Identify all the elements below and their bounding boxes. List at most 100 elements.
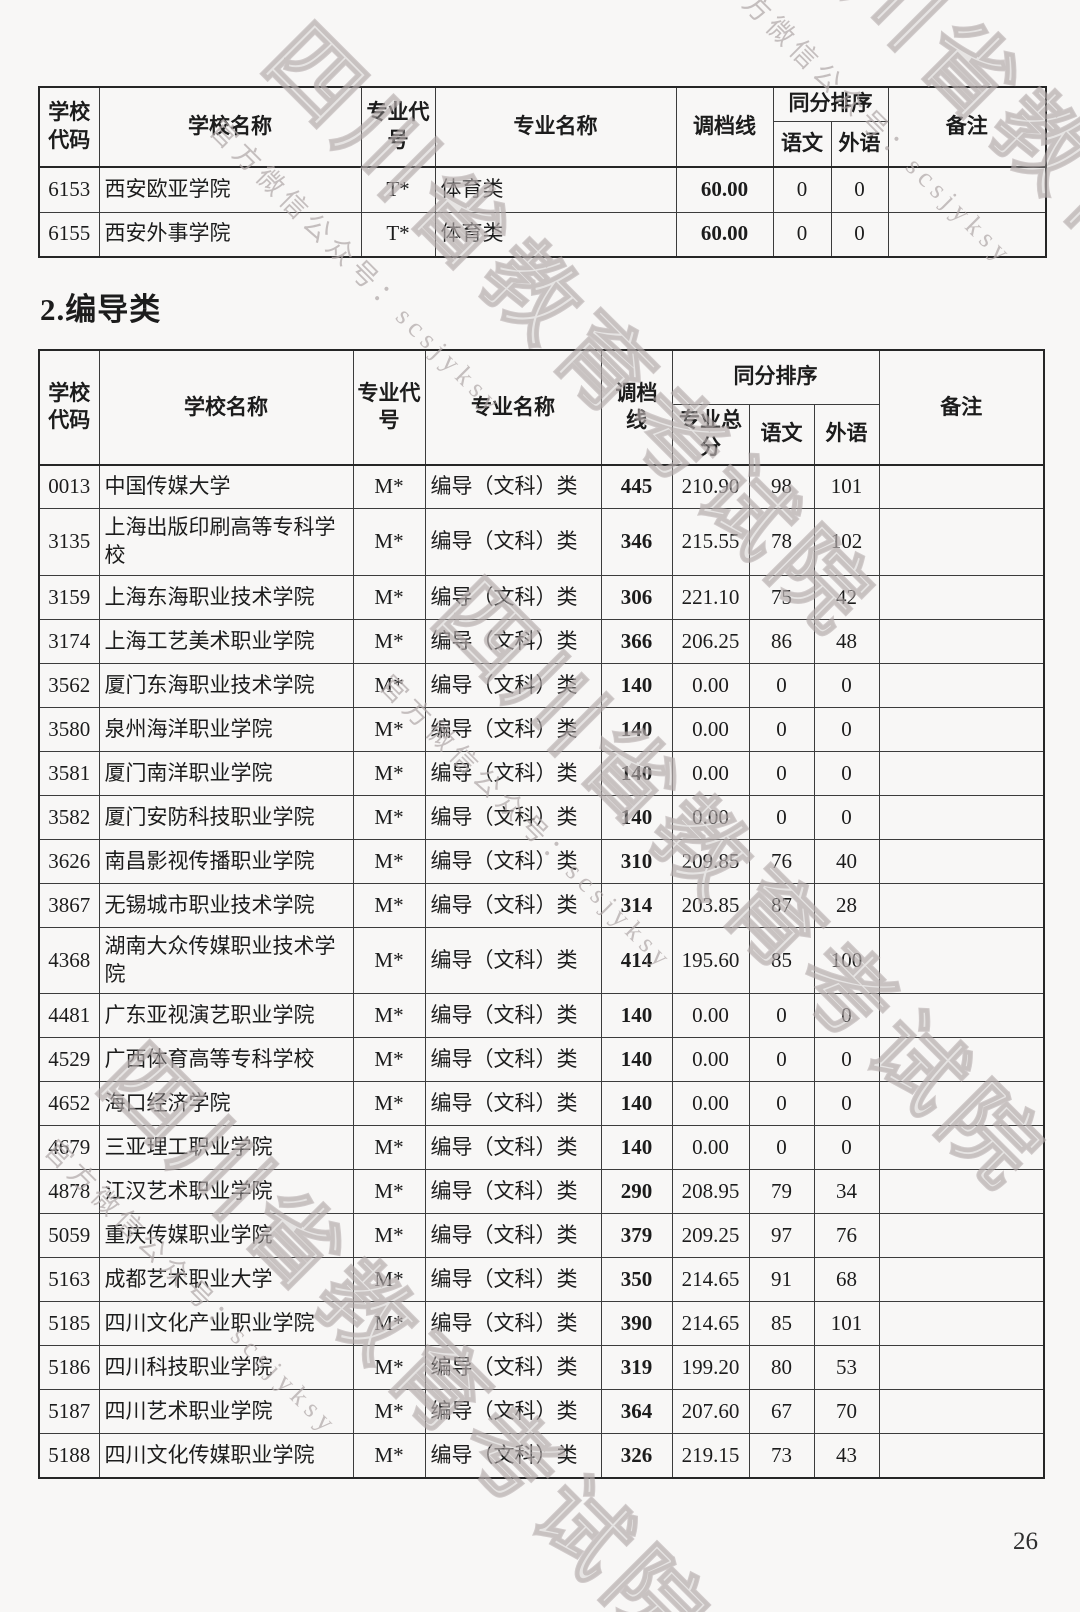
table-cell: 0.00 [671, 1125, 750, 1171]
table-cell: 78 [748, 508, 815, 576]
table-cell: 0.00 [671, 1081, 750, 1127]
table-cell [878, 618, 1045, 664]
table-cell: 0 [813, 1081, 880, 1127]
table-cell: 214.65 [671, 1257, 750, 1303]
table-cell: 6153 [38, 166, 100, 213]
table-cell: M* [352, 706, 426, 752]
table-cell: 445 [600, 464, 673, 510]
table-cell [878, 1169, 1045, 1215]
table-row: 4368 湖南大众传媒职业技术学院 M* 编导（文科）类 414 195.60 85 100 [38, 926, 1045, 995]
major-name-cell: 编导（文科）类 [424, 1125, 602, 1171]
table-cell: M* [352, 1081, 426, 1127]
table-cell: 53 [813, 1345, 880, 1391]
school-name-cell: 海口经济学院 [98, 1081, 354, 1127]
table-cell: 140 [600, 750, 673, 796]
table-cell: 3582 [38, 794, 100, 840]
table-cell [878, 706, 1045, 752]
major-name-cell: 编导（文科）类 [424, 838, 602, 884]
table-cell: 0 [830, 211, 889, 258]
table-row: 6155 西安外事学院 T* 体育类 60.00 0 0 [38, 211, 1047, 258]
table-cell: 5059 [38, 1213, 100, 1259]
table-cell: 379 [600, 1213, 673, 1259]
table1-body: 6153 西安欧亚学院 T* 体育类 60.00 0 0 6155 西安外事学院 T* 体育类 60.… [38, 166, 1047, 258]
table-cell: 199.20 [671, 1345, 750, 1391]
table-cell: M* [352, 1345, 426, 1391]
table-cell: T* [360, 166, 436, 213]
table-cell: 209.25 [671, 1213, 750, 1259]
header-major-name: 专业名称 [424, 349, 602, 466]
table-cell [878, 508, 1045, 576]
table-cell: 0 [813, 750, 880, 796]
table-cell: 97 [748, 1213, 815, 1259]
table-cell: 6155 [38, 211, 100, 258]
table-cell: 5187 [38, 1389, 100, 1435]
table-cell: 0 [748, 750, 815, 796]
header-school-name: 学校名称 [98, 349, 354, 466]
table-cell: M* [352, 926, 426, 995]
table-cell: 4529 [38, 1037, 100, 1083]
table-cell: 210.90 [671, 464, 750, 510]
school-name-cell: 四川文化传媒职业学院 [98, 1433, 354, 1479]
table-cell: 209.85 [671, 838, 750, 884]
table-row: 5185 四川文化产业职业学院 M* 编导（文科）类 390 214.65 85 101 [38, 1301, 1045, 1347]
table-cell: 85 [748, 926, 815, 995]
header-school-code: 学校代码 [38, 86, 100, 168]
table-cell: 60.00 [675, 211, 774, 258]
table-cell: M* [352, 794, 426, 840]
table-cell: 414 [600, 926, 673, 995]
table-cell: 215.55 [671, 508, 750, 576]
table-cell: M* [352, 1389, 426, 1435]
table-cell [878, 1213, 1045, 1259]
table-cell: 87 [748, 882, 815, 928]
school-name-cell: 无锡城市职业技术学院 [98, 882, 354, 928]
table-cell: 290 [600, 1169, 673, 1215]
table-cell: 0 [772, 211, 832, 258]
school-name-cell: 泉州海洋职业学院 [98, 706, 354, 752]
table-cell: 326 [600, 1433, 673, 1479]
table-cell: 28 [813, 882, 880, 928]
header-major-total: 专业总分 [671, 403, 750, 466]
table-cell: 364 [600, 1389, 673, 1435]
table-cell: 0013 [38, 464, 100, 510]
table-cell: 346 [600, 508, 673, 576]
table-cell: 5188 [38, 1433, 100, 1479]
table-cell: M* [352, 1169, 426, 1215]
table-cell [878, 1389, 1045, 1435]
school-name-cell: 四川科技职业学院 [98, 1345, 354, 1391]
table-cell: 5163 [38, 1257, 100, 1303]
table-cell: M* [352, 1301, 426, 1347]
table-cell: 3867 [38, 882, 100, 928]
table-cell: M* [352, 1125, 426, 1171]
school-name-cell: 广东亚视演艺职业学院 [98, 993, 354, 1039]
table-cell: 0 [772, 166, 832, 213]
table-cell: 60.00 [675, 166, 774, 213]
header-foreign-lang: 外语 [813, 403, 880, 466]
table-cell: 3174 [38, 618, 100, 664]
table-cell: M* [352, 618, 426, 664]
table-cell: 70 [813, 1389, 880, 1435]
header-foreign-lang: 外语 [830, 120, 889, 168]
header-chinese: 语文 [772, 120, 832, 168]
header-tiebreak: 同分排序 [671, 349, 880, 405]
table-cell [878, 926, 1045, 995]
table-cell: 0.00 [671, 662, 750, 708]
major-name-cell: 体育类 [434, 166, 677, 213]
table-cell: 140 [600, 794, 673, 840]
school-name-cell: 南昌影视传播职业学院 [98, 838, 354, 884]
table-cell: 350 [600, 1257, 673, 1303]
table-row: 3626 南昌影视传播职业学院 M* 编导（文科）类 310 209.85 76 40 [38, 838, 1045, 884]
major-name-cell: 编导（文科）类 [424, 706, 602, 752]
table-cell: 0 [813, 794, 880, 840]
table-cell: 4368 [38, 926, 100, 995]
major-name-cell: 编导（文科）类 [424, 1213, 602, 1259]
table-cell [878, 662, 1045, 708]
table-row: 0013 中国传媒大学 M* 编导（文科）类 445 210.90 98 101 [38, 464, 1045, 510]
table-cell: 43 [813, 1433, 880, 1479]
school-name-cell: 厦门东海职业技术学院 [98, 662, 354, 708]
table-cell [878, 882, 1045, 928]
table-cell: 310 [600, 838, 673, 884]
major-name-cell: 编导（文科）类 [424, 794, 602, 840]
table-cell: 3581 [38, 750, 100, 796]
header-major-code: 专业代号 [360, 86, 436, 168]
